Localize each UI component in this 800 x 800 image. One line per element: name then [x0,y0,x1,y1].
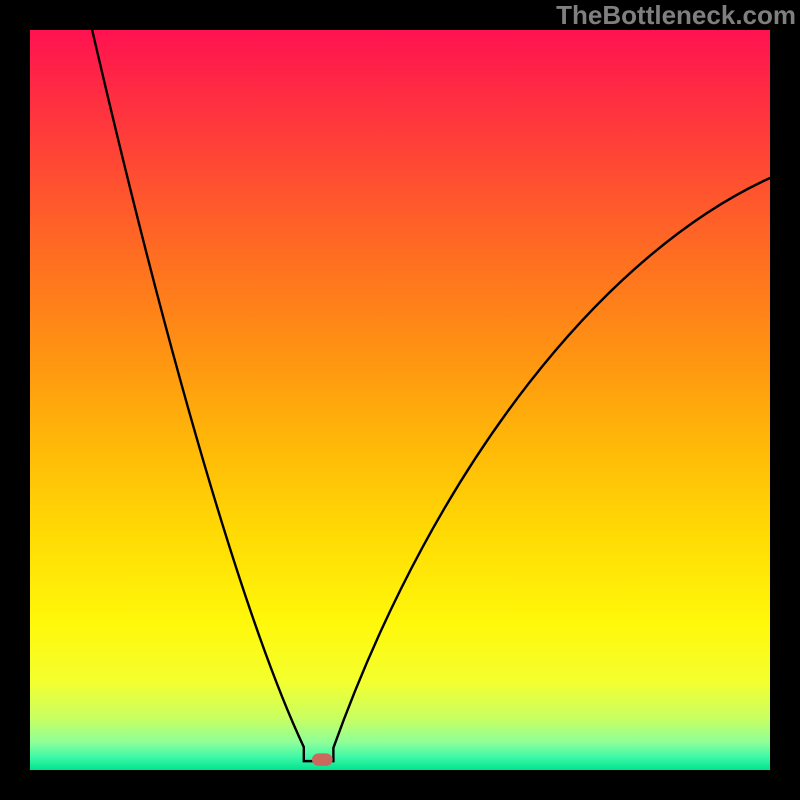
chart-container: TheBottleneck.com [0,0,800,800]
notch-marker [312,753,333,766]
watermark-text: TheBottleneck.com [556,0,796,31]
bottleneck-chart [30,30,770,770]
plot-area [30,30,770,770]
gradient-background [30,30,770,770]
